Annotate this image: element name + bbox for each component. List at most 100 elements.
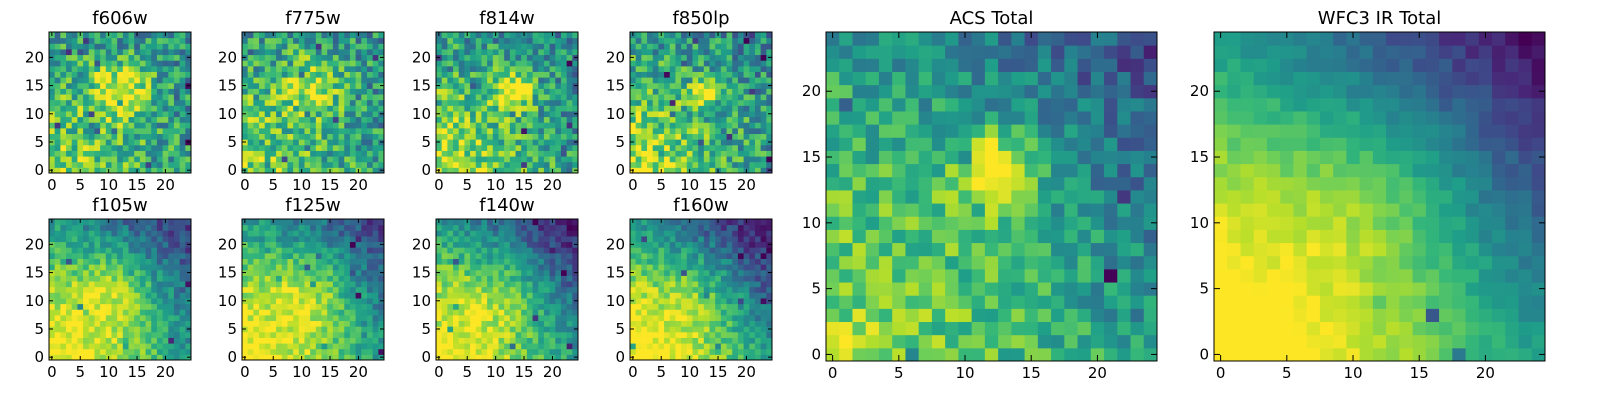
heatmap-cell — [766, 77, 773, 84]
heatmap-cell — [332, 82, 340, 89]
heatmap-cell — [173, 252, 181, 259]
heatmap-cell — [94, 348, 101, 355]
heatmap-cell — [543, 297, 551, 305]
heatmap-cell — [276, 77, 283, 84]
heatmap-cell — [145, 247, 152, 254]
heatmap-cell — [168, 116, 175, 123]
heatmap-cell — [737, 309, 745, 316]
heatmap-cell — [709, 65, 716, 72]
heatmap-cell — [726, 314, 733, 322]
heatmap-cell — [310, 326, 317, 333]
heatmap-cell — [749, 60, 756, 67]
heatmap-cell — [743, 150, 750, 157]
heatmap-cell — [293, 161, 300, 168]
heatmap-cell — [338, 82, 345, 89]
heatmap-cell — [692, 48, 699, 56]
heatmap-cell — [760, 105, 767, 112]
heatmap-cell — [658, 77, 665, 84]
heatmap-cell — [361, 65, 368, 72]
heatmap-cell — [304, 77, 311, 84]
heatmap-cell — [555, 99, 562, 106]
heatmap-cell — [361, 156, 368, 163]
heatmap-cell — [481, 144, 488, 151]
heatmap-cell — [162, 43, 169, 50]
heatmap-cell — [715, 150, 722, 157]
heatmap-cell — [287, 122, 294, 129]
heatmap-cell — [658, 292, 665, 299]
heatmap-cell — [658, 320, 665, 327]
heatmap-cell — [355, 144, 362, 151]
heatmap-cell — [281, 94, 288, 101]
heatmap-cell — [532, 235, 539, 243]
heatmap-cell — [293, 252, 300, 259]
heatmap-cell — [464, 292, 471, 299]
heatmap-cell — [293, 320, 300, 327]
heatmap-cell — [168, 286, 175, 293]
heatmap-cell — [447, 252, 454, 259]
heatmap-cell — [664, 156, 671, 163]
heatmap-cell — [349, 99, 357, 106]
heatmap-cell — [185, 337, 192, 344]
heatmap-cell — [287, 314, 294, 322]
heatmap-cell — [66, 43, 73, 50]
heatmap-cell — [344, 343, 351, 350]
heatmap-cell — [117, 337, 124, 344]
heatmap-cell — [487, 326, 494, 333]
heatmap-cell — [698, 43, 705, 50]
heatmap-cell — [156, 269, 164, 276]
heatmap-cell — [304, 219, 311, 226]
heatmap-cell — [361, 292, 368, 299]
heatmap-cell — [703, 320, 711, 327]
heatmap-cell — [692, 337, 699, 344]
heatmap-cell — [760, 326, 767, 333]
heatmap-cell — [555, 219, 562, 226]
heatmap-cell — [60, 343, 67, 350]
heatmap-cell — [475, 156, 482, 163]
heatmap-cell — [732, 156, 739, 163]
heatmap-cell — [737, 99, 745, 106]
heatmap-cell — [458, 127, 465, 135]
heatmap-cell — [630, 320, 637, 327]
heatmap-cell — [441, 156, 448, 163]
heatmap-cell — [630, 133, 637, 140]
heatmap-cell — [464, 116, 471, 123]
heatmap-cell — [66, 77, 73, 84]
heatmap-cell — [641, 337, 648, 344]
heatmap-cell — [515, 37, 522, 44]
heatmap-cell — [458, 167, 465, 174]
heatmap-cell — [179, 331, 186, 338]
heatmap-cell — [105, 82, 112, 89]
heatmap-cell — [168, 167, 175, 174]
heatmap-cell — [281, 144, 288, 151]
heatmap-cell — [470, 258, 477, 265]
heatmap-cell — [720, 37, 728, 44]
heatmap-cell — [572, 303, 579, 310]
heatmap-cell — [276, 264, 283, 271]
heatmap-cell — [566, 331, 573, 338]
heatmap-cell — [332, 71, 340, 78]
heatmap-cell — [749, 286, 756, 293]
heatmap-cell — [526, 258, 534, 265]
heatmap-cell — [754, 292, 762, 299]
heatmap-cell — [658, 303, 665, 310]
heatmap-cell — [698, 144, 705, 151]
heatmap-cell — [139, 348, 147, 355]
heatmap-cell — [134, 82, 141, 89]
heatmap-cell — [94, 269, 101, 276]
heatmap-cell — [71, 337, 78, 344]
heatmap-cell — [647, 54, 654, 61]
heatmap-cell — [509, 167, 517, 174]
heatmap-cell — [475, 48, 482, 56]
heatmap-cell — [686, 88, 693, 95]
heatmap-cell — [566, 94, 573, 101]
heatmap-cell — [259, 354, 266, 361]
heatmap-cell — [726, 88, 733, 95]
heatmap-cell — [760, 286, 767, 293]
heatmap-cell — [658, 122, 665, 129]
heatmap-cell — [560, 269, 568, 276]
heatmap-cell — [726, 116, 733, 123]
heatmap-cell — [145, 286, 152, 293]
heatmap-cell — [652, 43, 659, 50]
heatmap-cell — [315, 331, 323, 338]
